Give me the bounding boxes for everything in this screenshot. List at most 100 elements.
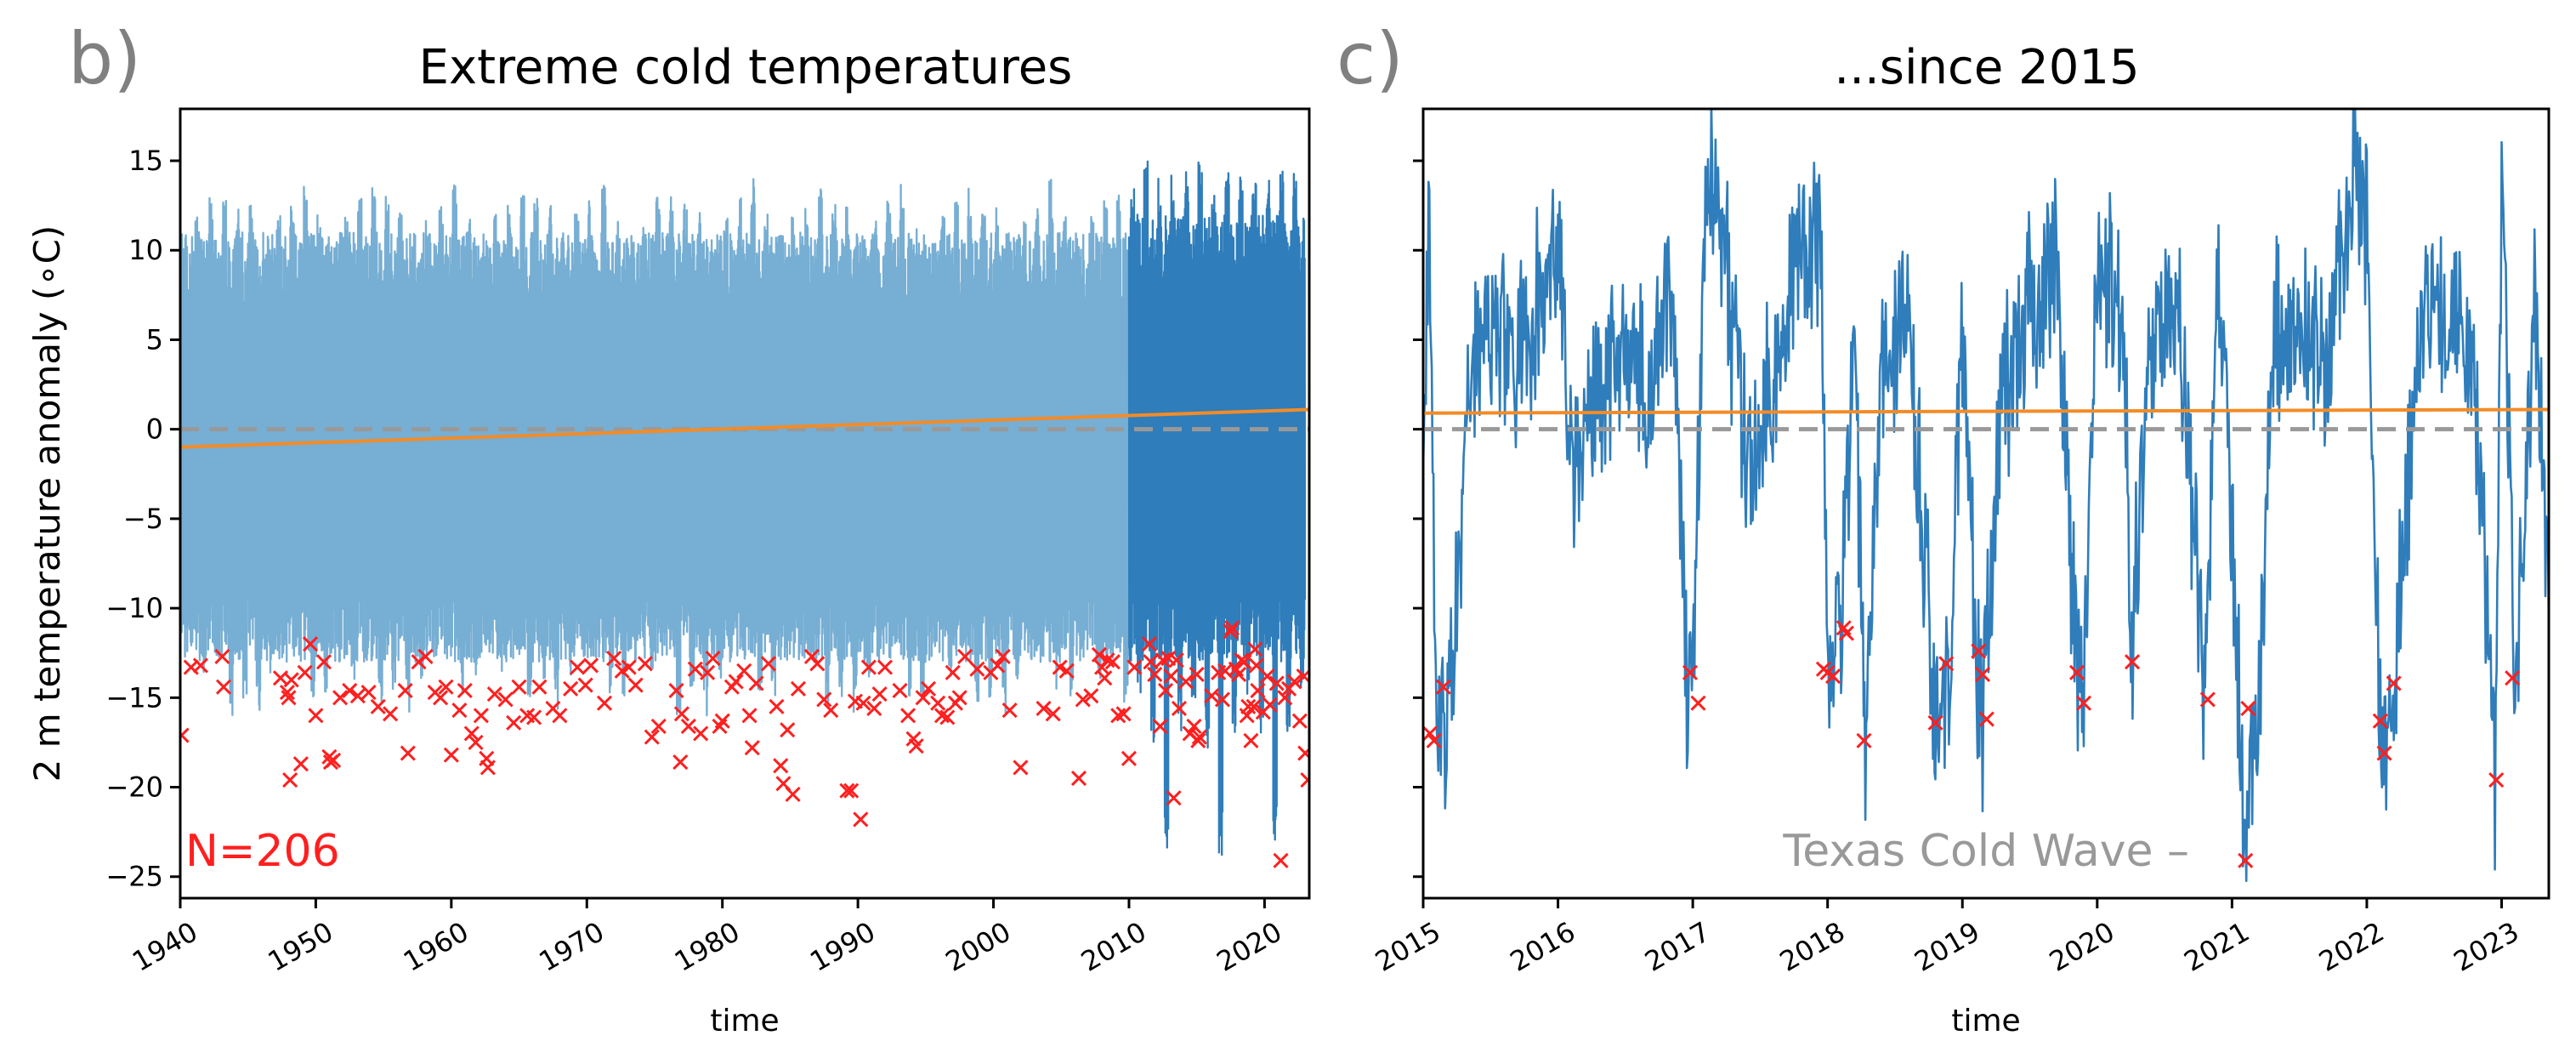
panel-b-extreme-marker (606, 650, 622, 667)
panel-b-extreme-marker (292, 756, 309, 772)
panel-c-extreme-marker (2199, 691, 2216, 708)
panel-c-x-tick-label: 2022 (2313, 915, 2390, 978)
panel-b-extreme-marker (920, 680, 937, 697)
panel-c-x-tick-label: 2021 (2179, 915, 2255, 978)
panel-b-extreme-marker (760, 656, 776, 672)
panel-c-extreme-marker (1682, 664, 1699, 680)
panel-b-extreme-marker (417, 648, 434, 664)
panel-b-frame (179, 107, 1311, 900)
panel-b-x-tick-label: 2010 (1075, 915, 1152, 978)
panel-b-extreme-marker (1268, 675, 1285, 691)
panel-b-extreme-marker (1091, 646, 1107, 663)
panel-b-extreme-marker (668, 682, 684, 698)
panel-c-extreme-marker (2488, 772, 2505, 788)
panel-c-texas-annotation: Texas Cold Wave – (1782, 826, 2189, 877)
panel-b-extreme-marker (302, 636, 319, 652)
panel-b-y-axis-label: 2 m temperature anomaly (∘C) (26, 225, 68, 782)
panel-c-extreme-marker (1927, 714, 1943, 731)
panel-b-extreme-marker (1166, 790, 1182, 806)
panel-b-extreme-marker (214, 648, 230, 664)
panel-c-x-tick-label: 2016 (1505, 915, 1581, 978)
panel-b-y-tick-label: −15 (105, 681, 163, 714)
panel-b-extreme-marker (892, 682, 908, 698)
panel-b-extreme-marker (370, 698, 386, 714)
panel-b-extreme-marker (990, 657, 1006, 674)
panel-b-extreme-marker (473, 708, 489, 724)
panel-c-extreme-marker (1838, 625, 1854, 641)
panel-b-extreme-marker (1171, 700, 1188, 717)
panel-b-temperature-series-0 (180, 178, 1130, 717)
panel-b-y-tick-label: −20 (105, 771, 163, 804)
panel-b-extreme-marker (933, 708, 950, 724)
panel-b-extreme-marker (1259, 669, 1275, 685)
panel-b-extreme-marker (1163, 669, 1179, 685)
panel-b-extreme-marker (956, 648, 973, 664)
panel-b-extreme-marker (650, 718, 667, 735)
panel-b-extreme-marker (995, 648, 1011, 664)
panel-b-extreme-marker (1273, 852, 1289, 868)
panel-c-extreme-marker (2124, 654, 2141, 670)
panel-b-extreme-marker (1157, 682, 1174, 698)
panel-b-count-annotation: N=206 (185, 826, 340, 877)
panel-b-extreme-marker (563, 680, 579, 697)
panel-b-extreme-marker (1126, 659, 1143, 675)
panel-b-extreme-marker (1243, 732, 1259, 748)
panel-b-extreme-marker (1189, 666, 1205, 683)
panel-b-extreme-marker (1155, 652, 1171, 669)
panel-b-extreme-marker (1286, 674, 1302, 690)
panel-b-extreme-marker (1277, 690, 1293, 706)
panel-c-extreme-marker (1435, 679, 1451, 695)
panel-c-extreme-marker (1938, 656, 1955, 672)
panel-b-extreme-marker (1240, 698, 1257, 714)
panel-b-extreme-marker (877, 659, 894, 675)
panel-c-x-tick-label: 2020 (2044, 915, 2120, 978)
panel-b-extreme-marker (1300, 772, 1309, 788)
panel-b-extreme-marker (672, 754, 689, 771)
panel-b-extreme-marker (342, 682, 358, 698)
panel-b-extreme-marker (486, 686, 502, 703)
panel-b-extreme-marker (1097, 670, 1113, 686)
panel-b-extreme-marker (673, 706, 689, 722)
panel-b-extreme-marker (1231, 666, 1247, 683)
panel-c-extreme-marker (1690, 695, 1706, 711)
panel-b-extreme-marker (823, 702, 839, 719)
panel-b-extreme-marker (1223, 623, 1239, 640)
panel-b-extreme-marker (908, 738, 924, 754)
panel-c-x-tick-label: 2015 (1370, 915, 1446, 978)
panel-b-extreme-marker (809, 656, 826, 672)
panel-b-extreme-marker (741, 708, 757, 724)
panel-b-extreme-marker (769, 698, 785, 714)
panel-b-extreme-marker (1115, 706, 1132, 722)
panel-b-extreme-marker (332, 690, 349, 706)
panel-b-extreme-marker (497, 691, 513, 708)
panel-c-extreme-marker (1426, 732, 1442, 748)
panel-b-extreme-marker (1236, 654, 1252, 670)
panel-b-title: Extreme cold temperatures (419, 40, 1073, 95)
panel-b-extreme-marker (700, 664, 716, 680)
panel-c-extreme-marker (1856, 732, 1872, 748)
panel-b-extreme-marker (457, 682, 473, 698)
panel-c-extreme-marker (1971, 643, 1987, 659)
panel-b-x-tick-label: 1990 (804, 915, 881, 978)
panel-c-frame (1421, 107, 2550, 900)
panel-b-extreme-marker (951, 690, 967, 706)
panel-b-extreme-marker (839, 782, 855, 799)
panel-b-extreme-marker (790, 680, 807, 697)
panel-b-extreme-marker (279, 684, 296, 701)
panel-b-extreme-marker (1250, 682, 1266, 698)
panel-b-y-tick-label: 0 (146, 413, 163, 446)
panel-b-trend-line (180, 407, 1309, 449)
panel-b-extreme-marker (860, 659, 877, 675)
panel-b-extreme-marker (192, 657, 208, 674)
panel-b-extreme-marker (1001, 702, 1018, 719)
panel-b-x-tick-label: 1970 (533, 915, 610, 978)
panel-b-extreme-marker (383, 706, 399, 722)
panel-c-extreme-marker (2372, 713, 2388, 729)
panel-b-extreme-marker (969, 661, 985, 677)
panel-c-extreme-marker (2068, 664, 2085, 680)
panel-b-extreme-marker (736, 663, 752, 679)
panel-b-extreme-marker (816, 691, 832, 708)
panel-c-extreme-marker (2386, 675, 2402, 691)
panel-b-extreme-marker (1036, 700, 1052, 717)
